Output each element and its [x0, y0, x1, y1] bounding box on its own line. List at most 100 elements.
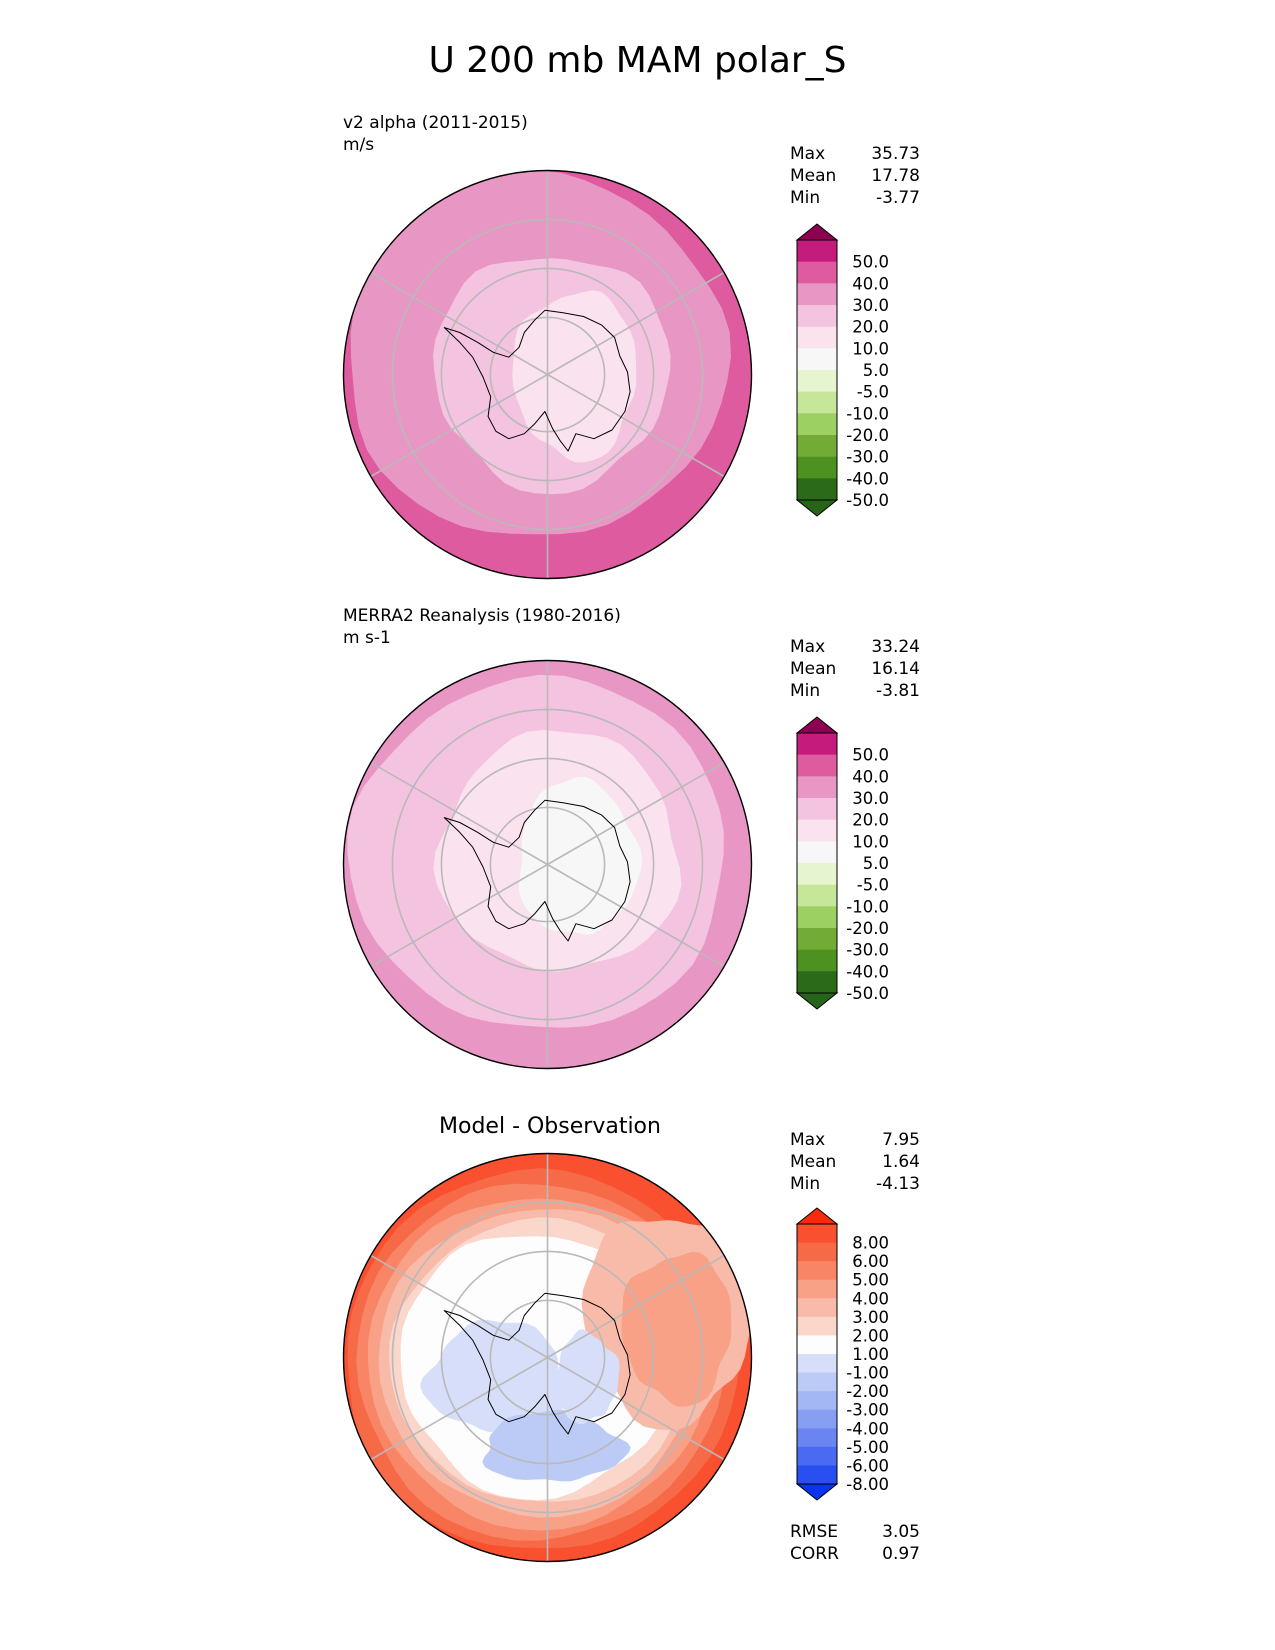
panel2-contour-fill	[518, 776, 643, 935]
panel1-label-line2: m/s	[343, 135, 375, 155]
panel1-colorbar-swatch	[797, 305, 837, 328]
panel2-colorbar-swatch	[797, 798, 837, 821]
panel1-meridian	[370, 271, 548, 376]
panel3-colorbar-tick-label: -8.00	[846, 1475, 889, 1494]
panel3-stat-max: Max 7.95	[790, 1130, 920, 1150]
panel1-contour-fill	[512, 290, 637, 463]
panel2-colorbar-frame	[796, 732, 838, 994]
panel1-colorbar: 50.0 40.0 30.0 20.0 10.0 5.0 -5.0 -10.0 -20.0 -30…	[795, 223, 889, 517]
panel2-colorbar-swatch	[797, 733, 837, 756]
panel1-colorbar-swatch	[797, 370, 837, 393]
panel3-meridian	[547, 1356, 725, 1461]
panel3-colorbar-swatch	[797, 1372, 837, 1392]
panel1-colorbar-tick-label: -40.0	[846, 469, 889, 488]
panel1-stat-max: Max 35.73	[790, 144, 920, 164]
panel3-corr: CORR 0.97	[790, 1544, 920, 1564]
panel2-colorbar-swatch	[797, 928, 837, 951]
panel1-colorbar-tick-label: 40.0	[852, 274, 889, 293]
panel1-colorbar-tick-label: -5.0	[857, 383, 889, 402]
panel2-stats: Max 33.24 Mean 16.14 Min -3.81	[790, 636, 920, 702]
panel2-colorbar-swatch	[797, 754, 837, 777]
panel2-meridian	[547, 761, 725, 866]
panel3-colorbar-tick-label: -5.00	[846, 1438, 889, 1457]
panel1-label-line1: v2 alpha (2011-2015)	[343, 113, 528, 133]
panel2-colorbar-tick-label: -30.0	[846, 941, 889, 960]
panel1-colorbar-swatch	[797, 240, 837, 263]
panel2-colorbar-tick-label: 5.0	[863, 854, 889, 873]
panel2-label: MERRA2 Reanalysis (1980-2016) m s-1	[343, 605, 621, 649]
panel2-colorbar-tick-label: 40.0	[852, 767, 889, 786]
panel3-map-boundary	[342, 1152, 753, 1563]
panel2-stat-max: Max 33.24	[790, 637, 920, 657]
panel2-colorbar-swatch	[797, 841, 837, 864]
panel1-colorbar-extend-max	[795, 223, 839, 241]
panel2-field	[343, 660, 752, 1069]
panel2-coastline	[443, 799, 631, 942]
panel2-colorbar-swatch	[797, 906, 837, 929]
panel2-label-line1: MERRA2 Reanalysis (1980-2016)	[343, 606, 621, 626]
panel2-colorbar-tick-label: -10.0	[846, 897, 889, 916]
panel3-colorbar: 8.006.005.004.003.002.001.00-1.00-2.00-3…	[795, 1207, 889, 1501]
panel2-colorbar-extend-max	[795, 716, 839, 734]
panel1-polar-map	[342, 169, 753, 580]
panel1-coastline	[443, 309, 631, 452]
panel2-colorbar-tick-label: -5.0	[857, 876, 889, 895]
panel3-colorbar-frame	[796, 1223, 838, 1485]
panel2-label-line2: m s-1	[343, 628, 391, 648]
panel1-colorbar-swatch	[797, 348, 837, 371]
panel3-rmse: RMSE 3.05	[790, 1522, 920, 1542]
panel2-colorbar-tick-label: 20.0	[852, 811, 889, 830]
panel1-colorbar-extend-min	[795, 499, 839, 517]
panel1-colorbar-swatch	[797, 456, 837, 479]
panel3-colorbar-tick-label: 5.00	[852, 1271, 889, 1290]
panel3-colorbar-swatch	[797, 1354, 837, 1374]
panel2-colorbar-swatch	[797, 819, 837, 842]
panel3-colorbar-swatch	[797, 1465, 837, 1485]
panel2-stat-mean: Mean 16.14	[790, 659, 920, 679]
panel3-colorbar-swatch	[797, 1224, 837, 1244]
panel1-map-boundary	[342, 169, 753, 580]
panel2-colorbar-swatch	[797, 776, 837, 799]
panel3-colorbar-tick-label: -6.00	[846, 1456, 889, 1475]
panel3-colorbar-tick-label: 3.00	[852, 1308, 889, 1327]
panel2-colorbar-tick-label: -40.0	[846, 962, 889, 981]
panel3-title: Model - Observation	[439, 1114, 661, 1139]
panel3-colorbar-tick-label: 4.00	[852, 1289, 889, 1308]
panel3-colorbar-tick-label: -1.00	[846, 1364, 889, 1383]
panel1-colorbar-frame	[796, 239, 838, 501]
panel1-colorbar-tick-label: 20.0	[852, 318, 889, 337]
panel2-colorbar-tick-label: 50.0	[852, 746, 889, 765]
panel3-colorbar-tick-label: 1.00	[852, 1345, 889, 1364]
panel3-meridian	[370, 1254, 548, 1359]
panel2-colorbar-swatch	[797, 863, 837, 886]
panel1-meridian	[370, 373, 548, 478]
panel2-colorbar-tick-label: 10.0	[852, 832, 889, 851]
panel2-colorbar-swatch	[797, 971, 837, 994]
panel3-stat-min: Min -4.13	[790, 1174, 920, 1194]
panel1-colorbar-swatch	[797, 326, 837, 349]
panel3-colorbar-swatch	[797, 1335, 837, 1355]
panel2-meridian	[370, 761, 548, 866]
panel1-colorbar-swatch	[797, 261, 837, 284]
panel2-colorbar-extend-min	[795, 992, 839, 1010]
panel3-colorbar-swatch	[797, 1409, 837, 1429]
panel3-colorbar-tick-label: 6.00	[852, 1252, 889, 1271]
panel3-colorbar-tick-label: -3.00	[846, 1401, 889, 1420]
panel1-meridian	[547, 271, 725, 376]
panel1-meridian	[547, 373, 725, 478]
panel2-meridian	[547, 863, 725, 968]
panel2-colorbar: 50.0 40.0 30.0 20.0 10.0 5.0 -5.0 -10.0 -20.0 -30…	[795, 716, 889, 1010]
panel3-stat-mean: Mean 1.64	[790, 1152, 920, 1172]
panel1-stat-mean: Mean 17.78	[790, 166, 920, 186]
panel3-graticule	[370, 1153, 725, 1562]
panel1-colorbar-tick-label: -50.0	[846, 491, 889, 510]
panel2-map-boundary	[342, 659, 753, 1070]
panel2-colorbar-swatch	[797, 884, 837, 907]
panel1-colorbar-tick-label: 10.0	[852, 339, 889, 358]
panel1-colorbar-tick-label: -10.0	[846, 404, 889, 423]
panel3-colorbar-swatch	[797, 1428, 837, 1448]
panel3-colorbar-tick-label: 2.00	[852, 1326, 889, 1345]
panel2-colorbar-tick-label: -50.0	[846, 984, 889, 1003]
panel3-colorbar-tick-label: -2.00	[846, 1382, 889, 1401]
panel3-stats: Max 7.95 Mean 1.64 Min -4.13	[790, 1129, 920, 1195]
